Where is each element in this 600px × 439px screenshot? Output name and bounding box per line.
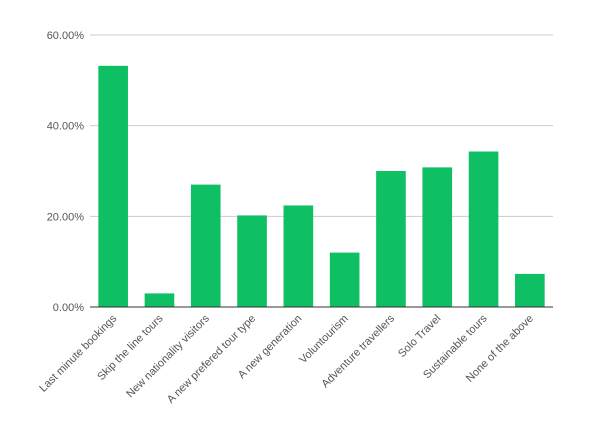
x-tick-label: New nationality visitors bbox=[124, 312, 212, 400]
bar bbox=[283, 205, 314, 307]
x-tick-label: A new prefered tour type bbox=[165, 313, 258, 406]
y-tick-label: 20.00% bbox=[47, 211, 85, 223]
bar bbox=[98, 65, 128, 308]
bar bbox=[468, 151, 499, 307]
bar bbox=[422, 167, 453, 307]
x-tick-label: Last minute bookings bbox=[37, 312, 119, 394]
y-tick-label: 40.00% bbox=[47, 121, 85, 133]
y-tick-label: 0.00% bbox=[53, 302, 84, 314]
bar bbox=[144, 293, 175, 307]
x-tick-label: Solo Travel bbox=[396, 313, 443, 360]
bar bbox=[329, 252, 360, 307]
y-tick-label: 60.00% bbox=[47, 30, 85, 42]
bar bbox=[515, 273, 545, 307]
bar bbox=[190, 184, 221, 307]
bar bbox=[376, 171, 406, 307]
bar bbox=[237, 215, 267, 307]
bars bbox=[98, 65, 545, 308]
y-axis-tick-labels: 0.00% 20.00% 40.00% 60.00% bbox=[47, 30, 85, 314]
